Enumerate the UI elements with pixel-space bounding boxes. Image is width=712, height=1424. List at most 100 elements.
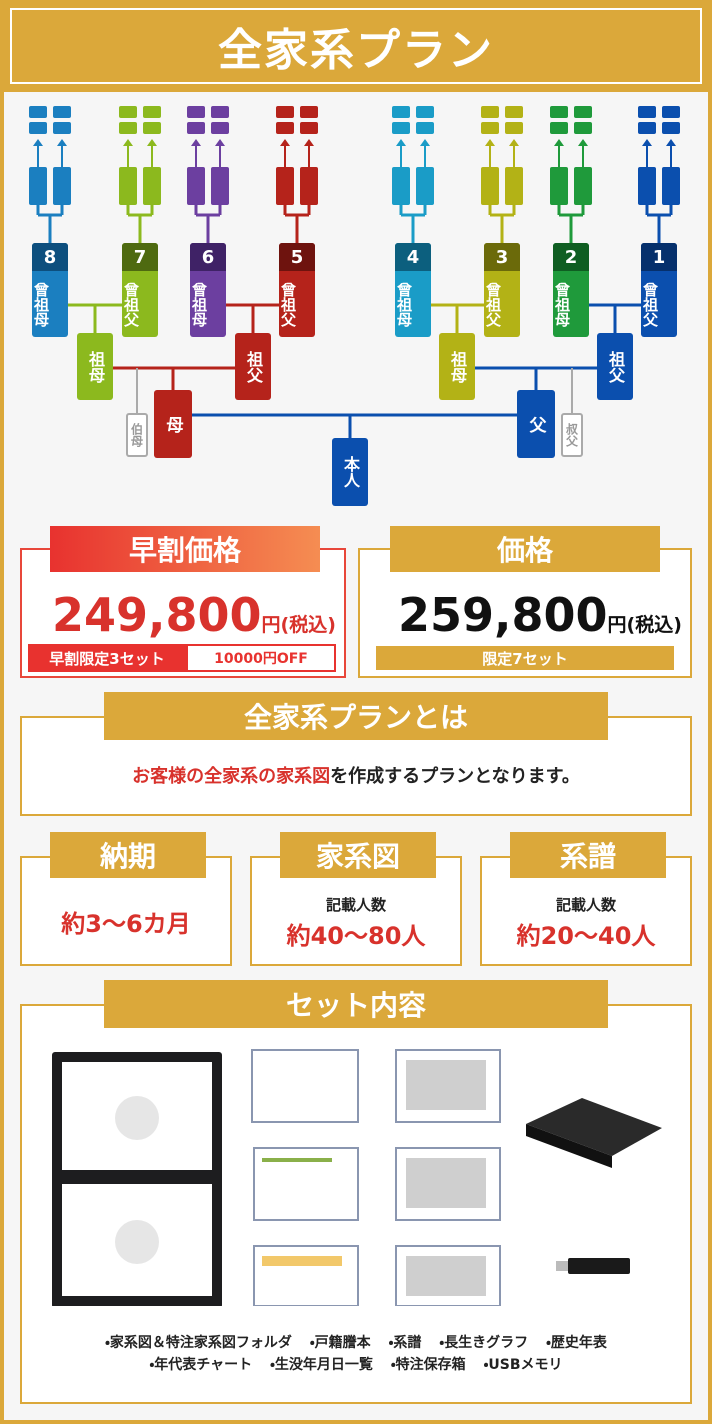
spec-caption: 記載人数 xyxy=(325,896,386,914)
item-row: ・年代表チャート ・生没年月日一覧 ・特注保存箱 ・USBメモリ xyxy=(22,1354,690,1376)
ancestor xyxy=(481,122,499,134)
ancestor xyxy=(392,106,410,118)
ancestor xyxy=(276,167,294,205)
item-row: ・家系図＆特注家系図フォルダ ・戸籍謄本 ・系譜 ・長生きグラフ ・歴史年表 xyxy=(22,1332,690,1354)
early-label: 早割価格 xyxy=(50,526,320,572)
ancestor xyxy=(143,106,161,118)
set-title: セット内容 xyxy=(104,980,608,1028)
regular-price: 259,800円(税込) xyxy=(398,588,682,642)
highlight: お客様の全家系の家系図 xyxy=(132,766,331,787)
ancestor xyxy=(550,106,568,118)
price-unit: 円(税込) xyxy=(607,614,682,636)
arrow xyxy=(304,139,314,146)
box xyxy=(526,1098,662,1156)
item: ・歴史年表 xyxy=(546,1335,607,1351)
early-limit: 早割限定3セット xyxy=(28,644,186,672)
ancestor xyxy=(53,122,71,134)
item: ・長生きグラフ xyxy=(439,1335,529,1351)
arrow xyxy=(215,139,225,146)
spec-value: 約40〜80人 xyxy=(286,922,426,950)
great-grandparent: 7 曾祖父 xyxy=(122,243,158,337)
ancestor xyxy=(119,167,137,205)
label: 曾祖父 xyxy=(122,281,140,327)
ancestor xyxy=(662,106,680,118)
ancestor xyxy=(638,167,656,205)
ancestor xyxy=(300,167,318,205)
arrow xyxy=(147,139,157,146)
ancestor xyxy=(505,167,523,205)
arrow xyxy=(485,139,495,146)
label: 曾祖父 xyxy=(279,281,297,327)
grandparent: 祖母 xyxy=(439,333,475,400)
arrow xyxy=(396,139,406,146)
about-title: 全家系プランとは xyxy=(104,692,608,740)
ancestor xyxy=(29,167,47,205)
early-price: 249,800円(税込) xyxy=(52,588,336,642)
spec-title: 系譜 xyxy=(510,832,666,878)
great-grandparent: 8 曾祖母 xyxy=(32,243,68,337)
ancestor xyxy=(550,122,568,134)
family-tree-lines xyxy=(33,139,676,438)
spec-value: 約3〜6カ月 xyxy=(61,910,191,938)
ancestor xyxy=(481,167,499,205)
arrow xyxy=(33,139,43,146)
emblem xyxy=(115,1096,159,1140)
arrow xyxy=(666,139,676,146)
regular-limit: 限定7セット xyxy=(376,646,674,670)
ancestor xyxy=(416,106,434,118)
emblem xyxy=(115,1220,159,1264)
great-grandparent: 4 曾祖母 xyxy=(395,243,431,337)
ancestor xyxy=(662,122,680,134)
ancestor xyxy=(638,122,656,134)
label: 曾祖母 xyxy=(395,281,413,327)
product-images xyxy=(52,1049,662,1306)
ancestor xyxy=(143,122,161,134)
label: 曾祖母 xyxy=(190,281,208,327)
grandparent: 祖母 xyxy=(77,333,113,400)
great-grandparent: 3 曾祖父 xyxy=(484,243,520,337)
item: ・特注保存箱 xyxy=(390,1357,466,1373)
grandparent: 祖父 xyxy=(597,333,633,400)
regular-label: 価格 xyxy=(390,526,660,572)
item: ・年代表チャート xyxy=(149,1357,253,1373)
price-unit: 円(税込) xyxy=(261,614,336,636)
self: 本人 xyxy=(332,438,368,506)
ancestor xyxy=(574,122,592,134)
discount: 10000円OFF xyxy=(186,644,336,672)
box-side xyxy=(526,1124,612,1168)
ancestor xyxy=(638,106,656,118)
label: 曾祖父 xyxy=(641,281,659,327)
item: ・USBメモリ xyxy=(483,1357,563,1373)
ancestor xyxy=(416,122,434,134)
ancestor xyxy=(119,106,137,118)
item: ・家系図＆特注家系図フォルダ xyxy=(105,1335,292,1351)
ancestor xyxy=(300,106,318,118)
arrow xyxy=(57,139,67,146)
parent: 父 xyxy=(517,390,555,458)
text: を作成するプランとなります。 xyxy=(330,766,580,787)
ancestor xyxy=(119,122,137,134)
number: 4 xyxy=(395,243,431,271)
great-grandparent: 2 曾祖母 xyxy=(553,243,589,337)
item: ・系譜 xyxy=(388,1335,422,1351)
relative: 叔父 xyxy=(561,413,583,457)
ancestor xyxy=(392,122,410,134)
ancestor xyxy=(187,122,205,134)
arrow xyxy=(554,139,564,146)
ancestor xyxy=(187,106,205,118)
spec-title: 家系図 xyxy=(280,832,436,878)
great-grandparent: 6 曾祖母 xyxy=(190,243,226,337)
family-tree: 8 曾祖母 7 曾祖父 6 曾祖母 5 曾祖父 4 曾祖母 3 曾祖父 2 曾祖母 1 曾祖父 祖母 祖父 祖母 祖父… xyxy=(0,0,712,520)
number: 7 xyxy=(122,243,158,271)
spec-caption: 記載人数 xyxy=(555,896,616,914)
about-text: お客様の全家系の家系図を作成するプランとなります。 xyxy=(22,762,690,788)
arrow xyxy=(509,139,519,146)
number: 6 xyxy=(190,243,226,271)
spec-value: 約20〜40人 xyxy=(516,922,656,950)
item: ・生没年月日一覧 xyxy=(270,1357,373,1373)
ancestor xyxy=(505,106,523,118)
price: 259,800 xyxy=(398,588,608,642)
number: 3 xyxy=(484,243,520,271)
label: 曾祖母 xyxy=(32,281,50,327)
